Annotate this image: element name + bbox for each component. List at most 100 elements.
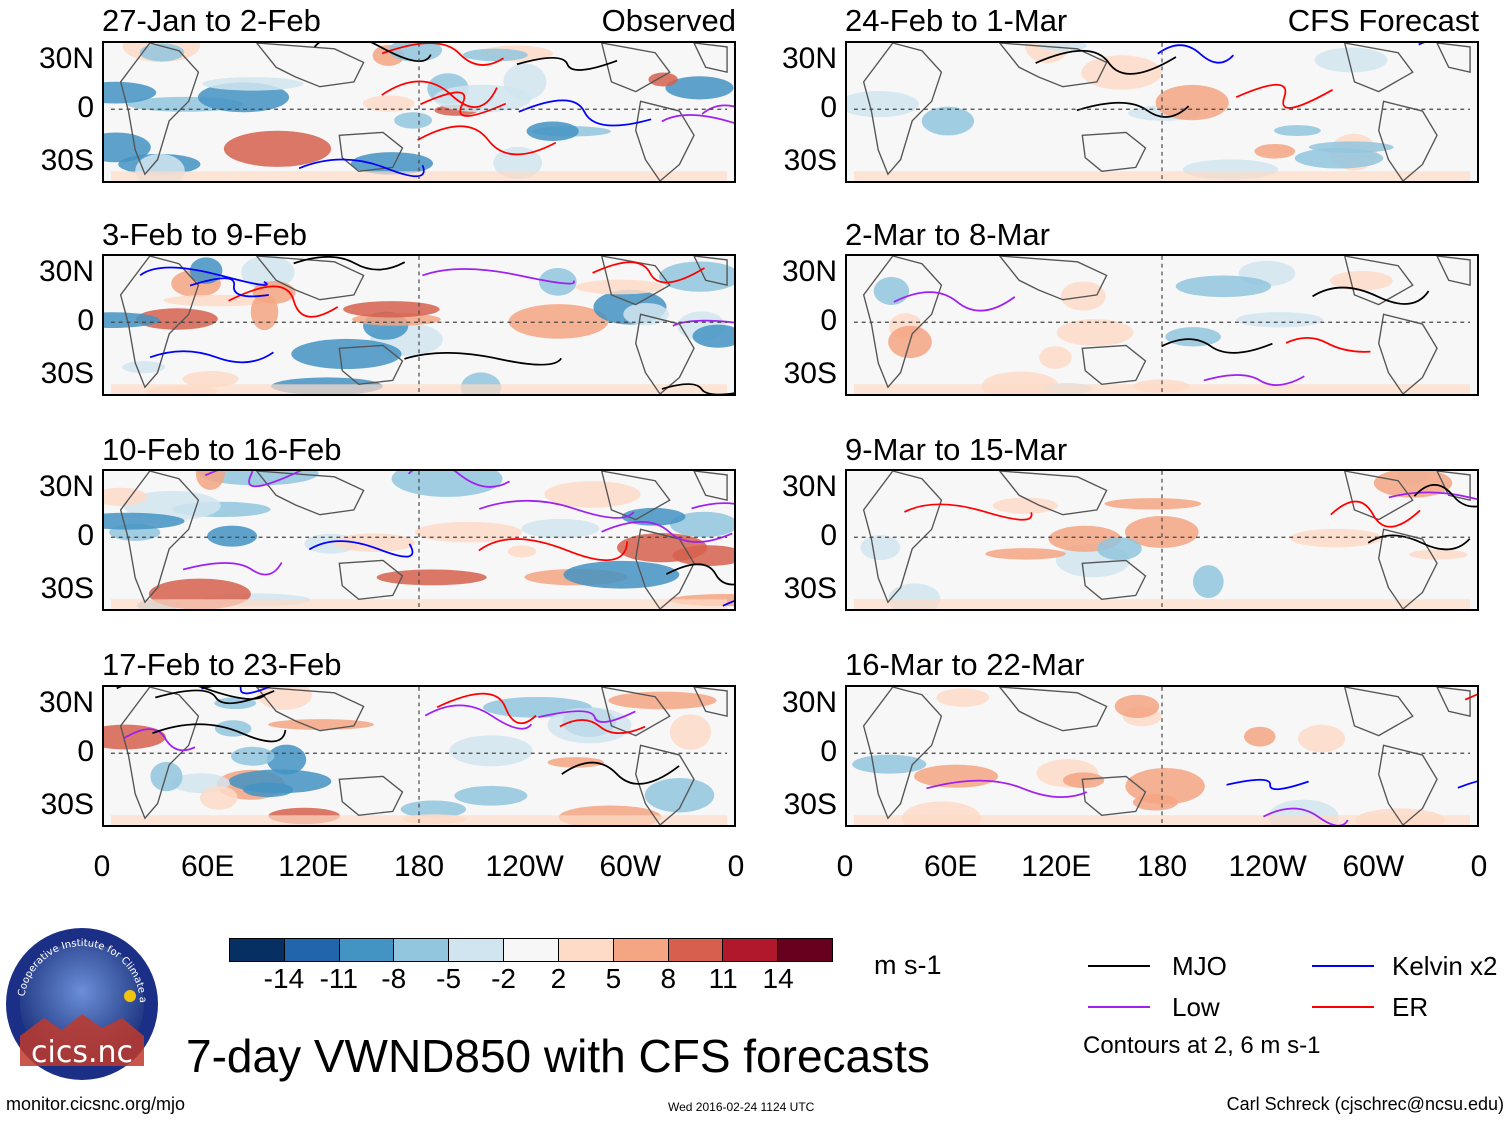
lat-label: 30S (40, 144, 94, 177)
coastline (693, 471, 728, 502)
anomaly-shading (544, 481, 641, 508)
anomaly-shading (508, 304, 609, 339)
coastline (119, 687, 200, 820)
lat-label: 30S (783, 357, 837, 390)
colorbar-tick-label: 14 (762, 963, 794, 994)
anomaly-shading (873, 276, 910, 305)
anomaly-shading (202, 77, 304, 91)
anomaly-shading (658, 261, 734, 292)
anomaly-shading (992, 497, 1058, 514)
contour-line (1076, 101, 1190, 118)
anomaly-shading (230, 746, 275, 766)
anomaly-shading (104, 724, 166, 750)
colorbar-tick-label: 8 (660, 963, 677, 994)
colorbar-swatch (668, 939, 724, 961)
colorbar-swatch (284, 939, 340, 961)
coastline (1081, 559, 1147, 600)
contour-line (1312, 286, 1430, 305)
anomaly-shading (104, 487, 148, 506)
panel-title: 17-Feb to 23-Feb (102, 647, 342, 682)
lon-label: 0 (727, 850, 745, 883)
map-panel (102, 685, 736, 827)
contour-line (404, 352, 562, 366)
lat-label: 30S (783, 572, 837, 605)
anomaly-shading (1155, 84, 1229, 121)
anomaly-shading (1165, 327, 1221, 347)
contour-line (1413, 484, 1477, 508)
contour-line (904, 503, 1033, 521)
panel-title: 27-Jan to 2-Feb (102, 3, 321, 38)
colorbar-swatch (449, 939, 505, 961)
colorbar-swatch (558, 939, 614, 961)
coastline (693, 43, 728, 74)
lat-label: 30N (38, 470, 94, 503)
anomaly-shading (362, 95, 415, 112)
lat-label: 0 (77, 735, 94, 768)
contour-line (538, 710, 636, 723)
map-panel (845, 685, 1479, 827)
contour-line (308, 540, 414, 558)
contour-line (479, 499, 635, 519)
colorbar-tick-label: -2 (491, 963, 516, 994)
lat-label: 0 (820, 304, 837, 337)
contour-line (1157, 44, 1235, 64)
anomaly-shading (1175, 275, 1272, 298)
contour-line (1367, 534, 1471, 551)
anomaly-shading (847, 91, 919, 118)
anomaly-shading (1314, 47, 1388, 73)
coastline (635, 313, 695, 394)
lat-label: 0 (77, 304, 94, 337)
contour-line (1235, 84, 1333, 109)
coastline (1436, 687, 1471, 718)
anomaly-shading (150, 761, 183, 792)
lon-label: 0 (93, 850, 111, 883)
coastline (338, 775, 404, 816)
contour-line (424, 704, 533, 730)
map-panel (845, 254, 1479, 396)
lat-label: 0 (820, 91, 837, 124)
map-panel (845, 469, 1479, 611)
coastline (1436, 43, 1471, 74)
contour-line (1161, 338, 1273, 354)
coastline (255, 43, 365, 88)
anomaly-shading (268, 719, 375, 730)
coastline (635, 100, 695, 181)
colorbar-swatch (230, 939, 285, 961)
contour-line (1226, 778, 1309, 790)
panel-title: 2-Mar to 8-Mar (845, 217, 1050, 252)
coastline (1378, 313, 1438, 394)
contour-line (381, 80, 498, 108)
coastline (635, 528, 695, 609)
anomaly-shading (462, 48, 528, 62)
anomaly-shading (1039, 346, 1072, 369)
legend-line-low (1088, 1006, 1150, 1008)
contours-note: Contours at 2, 6 m s-1 (1083, 1032, 1321, 1059)
legend-line-mjo (1088, 965, 1150, 967)
coastline (338, 559, 404, 600)
contour-line (139, 266, 268, 286)
contour-line (293, 256, 406, 271)
anomaly-shading (1056, 319, 1134, 347)
lat-label: 30N (38, 255, 94, 288)
lat-label: 30N (781, 470, 837, 503)
contour-line (420, 91, 507, 117)
anomaly-shading (241, 256, 295, 290)
contour-line (417, 125, 557, 156)
colorbar-tick-label: 2 (550, 963, 567, 994)
anomaly-shading (250, 293, 279, 331)
contour-line (1285, 337, 1371, 353)
coastline (998, 687, 1108, 732)
anomaly-shading (433, 84, 532, 113)
contour-line (204, 471, 302, 488)
contour-line (661, 114, 734, 124)
legend-line-kelvin (1312, 965, 1374, 967)
coastline (1081, 131, 1147, 172)
footer-site: monitor.cicsnc.org/mjo (6, 1094, 186, 1114)
contour-line (1388, 491, 1477, 500)
contour-line (152, 723, 287, 743)
legend-label-low: Low (1172, 992, 1220, 1022)
contour-line (228, 285, 339, 318)
anomaly-shading (1273, 125, 1321, 137)
colorbar-tick-label: -11 (319, 963, 358, 994)
anomaly-shading (454, 785, 528, 806)
